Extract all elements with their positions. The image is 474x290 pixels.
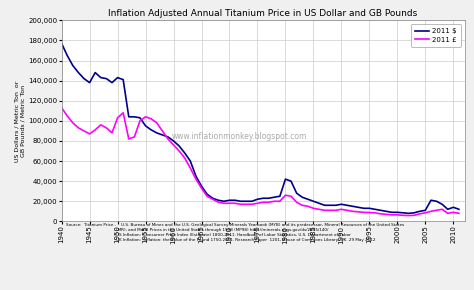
2011 £ [310,206,316,210]
2011 $ [406,212,411,215]
2011 £ [115,116,120,119]
2011 $ [310,200,316,203]
2011 £ [59,106,64,110]
Legend: 2011 $, 2011 £: 2011 $, 2011 £ [411,24,461,47]
2011 £ [406,214,411,217]
Text: www.inflationmonkey.blogspot.com: www.inflationmonkey.blogspot.com [171,133,307,142]
2011 £ [193,177,199,181]
Y-axis label: US Dollars / Metric Ton  or
GB Pounds / Metric Ton: US Dollars / Metric Ton or GB Pounds / M… [15,80,26,162]
Title: Inflation Adjusted Annual Titanium Price in US Dollar and GB Pounds: Inflation Adjusted Annual Titanium Price… [109,9,418,18]
Text: Source:  Titanium Price -    U.S. Bureau of Mines and the U.S. Geological Survey: Source: Titanium Price - U.S. Bureau of … [65,223,404,242]
2011 $ [59,42,64,45]
2011 £ [283,193,288,197]
Line: 2011 $: 2011 $ [62,44,459,213]
2011 $ [456,208,462,211]
2011 $ [328,204,333,207]
2011 £ [456,212,462,215]
2011 $ [115,76,120,79]
2011 $ [193,174,199,178]
2011 $ [154,131,160,135]
2011 £ [328,209,333,212]
2011 $ [283,177,288,181]
2011 £ [154,121,160,125]
Line: 2011 £: 2011 £ [62,108,459,215]
